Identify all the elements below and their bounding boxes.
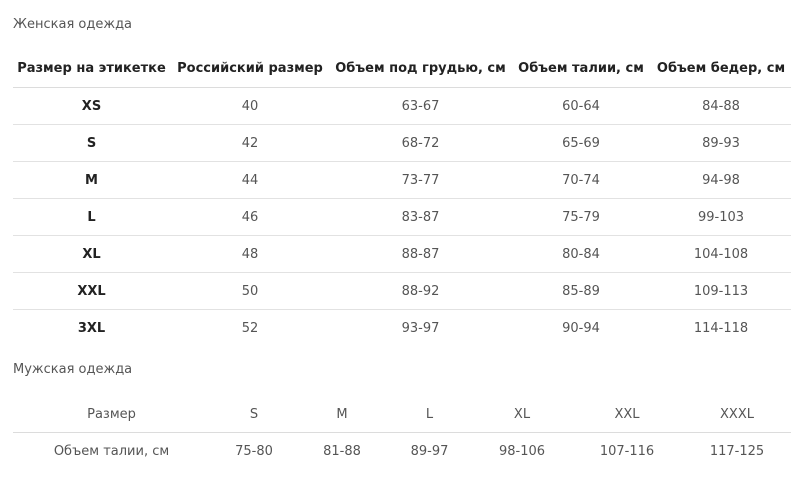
table-row: S 42 68-72 65-69 89-93 xyxy=(13,124,791,162)
table-cell: 85-89 xyxy=(511,272,651,310)
table-cell: 50 xyxy=(170,272,330,310)
table-cell: S xyxy=(210,396,298,433)
size-label-cell: S xyxy=(13,124,170,162)
table-cell: 52 xyxy=(241,320,259,336)
table-row: XL 48 88-87 80-84 104-108 xyxy=(13,235,791,273)
table-cell: M xyxy=(298,396,386,433)
table-cell: 109-113 xyxy=(651,272,791,310)
table-row: M 44 73-77 70-74 94-98 xyxy=(13,161,791,199)
column-header: Размер на этикетке xyxy=(13,50,170,88)
size-label-cell: L xyxy=(13,198,170,236)
table-cell: 88-92 xyxy=(330,272,511,310)
table-cell: 65-69 xyxy=(511,124,651,162)
size-label-cell: 3XL xyxy=(77,320,106,336)
men-section-title: Мужская одежда xyxy=(13,362,133,377)
size-label-cell: XL xyxy=(13,235,170,273)
table-header-row: Размер на этикетке Российский размер Объ… xyxy=(13,50,791,88)
women-section-title: Женская одежда xyxy=(13,17,133,32)
table-cell: Размер xyxy=(13,396,210,433)
size-label-cell: M xyxy=(13,161,170,199)
table-cell: 84-88 xyxy=(651,87,791,125)
table-cell: 60-64 xyxy=(511,87,651,125)
men-size-table: Размер S M L XL XXL XXXL Объем талии, см… xyxy=(13,396,791,469)
table-row: XS 40 63-67 60-64 84-88 xyxy=(13,87,791,125)
table-cell: 104-108 xyxy=(651,235,791,273)
table-cell: 48 xyxy=(170,235,330,273)
table-cell: 83-87 xyxy=(330,198,511,236)
table-row: XXL 50 88-92 85-89 109-113 xyxy=(13,272,791,310)
table-cell: 114-118 xyxy=(693,320,749,336)
table-cell: XXXL xyxy=(683,396,791,433)
table-cell: XL xyxy=(473,396,571,433)
table-cell: 44 xyxy=(170,161,330,199)
table-cell: 89-93 xyxy=(651,124,791,162)
table-row: Объем талии, см 75-80 81-88 89-97 98-106… xyxy=(13,433,791,470)
table-cell: 99-103 xyxy=(651,198,791,236)
table-cell: 81-88 xyxy=(323,443,361,459)
size-label-cell: XS xyxy=(13,87,170,125)
table-cell: 40 xyxy=(170,87,330,125)
column-header: Объем под грудью, см xyxy=(330,50,511,88)
table-cell: 94-98 xyxy=(651,161,791,199)
table-cell: 80-84 xyxy=(511,235,651,273)
table-cell: 46 xyxy=(170,198,330,236)
size-label-cell: XXL xyxy=(13,272,170,310)
table-cell: XXL xyxy=(571,396,683,433)
table-cell: 98-106 xyxy=(498,443,546,459)
table-cell: Объем талии, см xyxy=(53,443,170,459)
column-header: Объем талии, см xyxy=(511,50,651,88)
table-cell: 90-94 xyxy=(562,320,600,336)
column-header: Российский размер xyxy=(170,50,330,88)
table-cell: 70-74 xyxy=(511,161,651,199)
column-header: Объем бедер, см xyxy=(651,50,791,88)
table-row: Размер S M L XL XXL XXXL xyxy=(13,396,791,433)
table-cell: 73-77 xyxy=(330,161,511,199)
table-cell: 89-97 xyxy=(410,443,449,459)
table-cell: 88-87 xyxy=(330,235,511,273)
table-cell: 42 xyxy=(170,124,330,162)
table-row: 3XL 52 93-97 90-94 114-118 xyxy=(13,310,791,347)
table-cell: 63-67 xyxy=(330,87,511,125)
table-cell: 68-72 xyxy=(330,124,511,162)
women-size-table: Размер на этикетке Российский размер Объ… xyxy=(13,50,791,346)
table-cell: L xyxy=(386,396,473,433)
table-cell: 75-80 xyxy=(235,443,273,459)
table-row: L 46 83-87 75-79 99-103 xyxy=(13,198,791,236)
table-cell: 117-125 xyxy=(709,443,765,459)
table-cell: 93-97 xyxy=(401,320,440,336)
table-cell: 75-79 xyxy=(511,198,651,236)
table-cell: 107-116 xyxy=(599,443,655,459)
